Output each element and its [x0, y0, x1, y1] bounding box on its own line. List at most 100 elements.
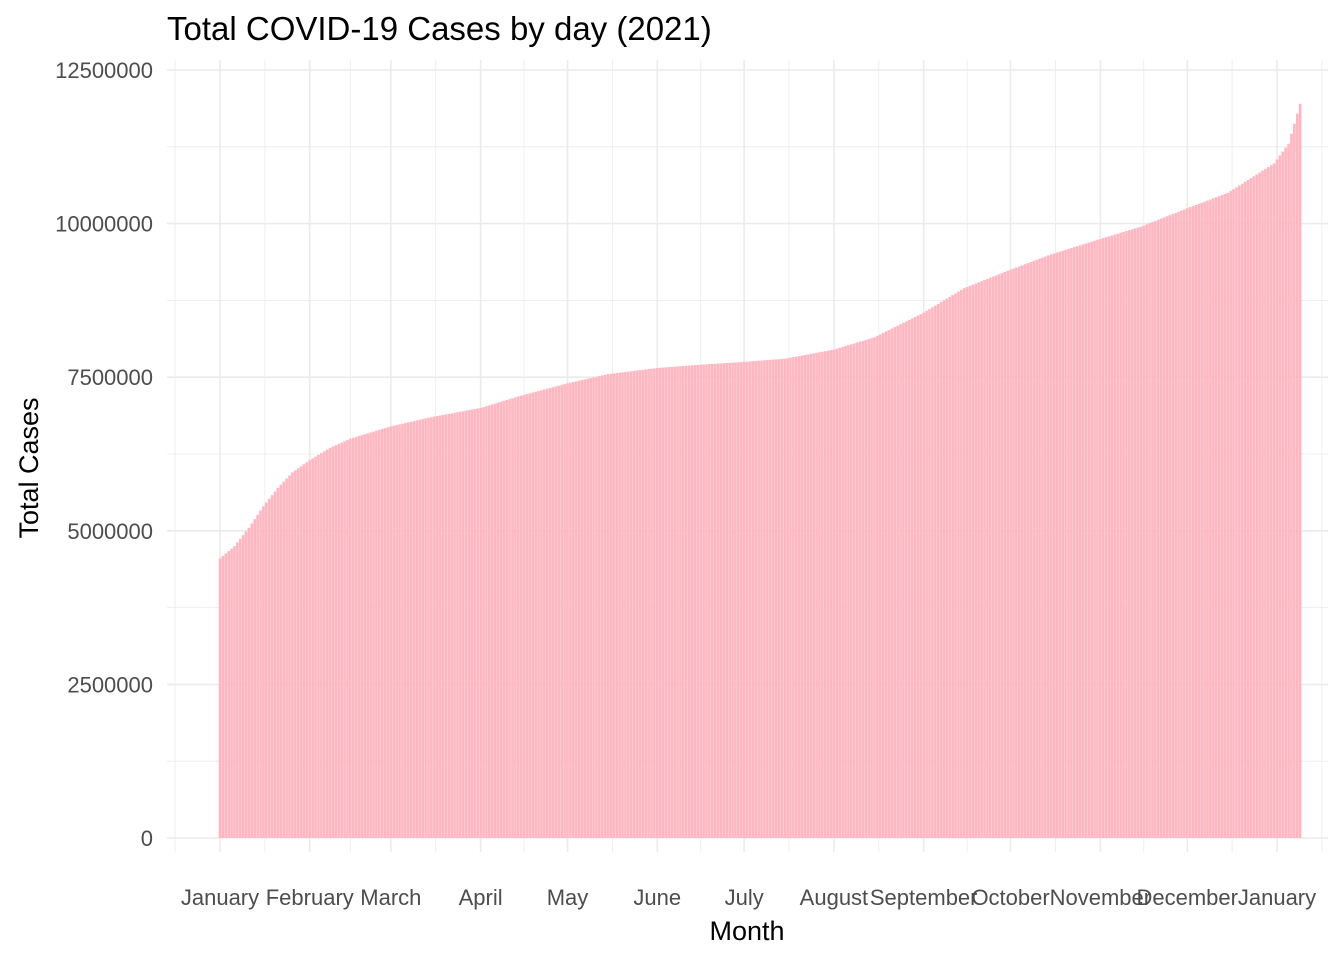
bar	[227, 551, 230, 838]
y-tick-label: 5000000	[67, 519, 153, 544]
bar	[244, 531, 248, 838]
bar	[989, 277, 992, 838]
bar	[684, 365, 688, 838]
bar	[1252, 176, 1256, 838]
bar	[1290, 133, 1293, 838]
bar	[899, 324, 902, 838]
bar	[1003, 271, 1007, 838]
bar	[598, 376, 601, 838]
bar	[855, 342, 859, 838]
bar	[627, 371, 630, 838]
bar	[247, 527, 251, 838]
bar	[250, 523, 254, 838]
bar	[441, 414, 445, 838]
x-tick-label: August	[800, 885, 869, 910]
bar	[1183, 209, 1186, 839]
bar	[343, 441, 346, 838]
bar	[818, 352, 821, 838]
bar	[760, 360, 763, 838]
bar	[1165, 216, 1169, 838]
bar	[902, 322, 905, 839]
bar	[372, 431, 375, 838]
bar	[554, 386, 558, 838]
bar	[986, 278, 989, 838]
bar	[265, 502, 268, 838]
bar	[320, 453, 323, 838]
bar	[366, 433, 369, 838]
bar	[705, 364, 708, 838]
bar	[1000, 273, 1004, 838]
x-tick-label: January	[181, 885, 259, 910]
bar	[1139, 226, 1143, 838]
bar	[349, 438, 352, 838]
bar	[476, 408, 480, 838]
x-tick-label: July	[725, 885, 764, 910]
bar	[1046, 255, 1050, 839]
bar	[1232, 189, 1235, 838]
bar	[1032, 260, 1036, 839]
bar	[792, 357, 795, 838]
bar	[600, 375, 604, 838]
bar	[311, 458, 314, 838]
x-axis-ticks: January February March April May June July Augu…	[181, 885, 1316, 910]
bar	[1281, 151, 1285, 839]
bar	[751, 361, 755, 838]
bar	[1206, 200, 1209, 838]
bar	[514, 397, 517, 838]
bar	[734, 362, 737, 838]
bar	[238, 538, 242, 838]
bar	[432, 416, 436, 838]
bar	[1159, 218, 1163, 838]
bar	[962, 288, 966, 838]
bar	[456, 412, 459, 838]
x-axis-title: Month	[709, 916, 784, 946]
x-tick-label: November	[1050, 885, 1151, 910]
bar	[1067, 248, 1070, 839]
bar	[945, 298, 949, 839]
bar	[545, 388, 549, 838]
bar	[919, 314, 923, 838]
bar	[482, 407, 485, 838]
bar	[777, 359, 781, 838]
bar	[467, 410, 471, 838]
bar	[997, 274, 1001, 839]
x-tick-label: December	[1136, 885, 1237, 910]
bar	[1130, 229, 1134, 838]
bar	[606, 374, 610, 838]
bar	[328, 447, 332, 838]
bar	[299, 466, 303, 838]
bar	[322, 451, 326, 838]
bar	[1171, 214, 1175, 838]
bar	[1214, 197, 1218, 839]
bar	[1015, 267, 1018, 838]
bar	[586, 378, 590, 838]
bar	[528, 393, 532, 838]
bar	[1249, 178, 1253, 838]
bar	[624, 371, 627, 838]
bar	[331, 446, 335, 838]
bar	[1093, 240, 1096, 838]
bar	[1058, 251, 1062, 839]
bar	[302, 464, 306, 838]
bar	[1156, 219, 1160, 838]
bar	[430, 417, 433, 838]
bar	[496, 402, 500, 838]
bar	[531, 392, 535, 838]
bar	[1035, 259, 1038, 838]
bar	[713, 363, 717, 838]
bar	[383, 428, 387, 838]
bar	[928, 309, 931, 839]
bar	[1064, 249, 1067, 838]
bar-series	[218, 103, 1302, 839]
x-tick-label: February	[266, 885, 354, 910]
bar	[270, 495, 274, 838]
bar	[638, 370, 642, 838]
bar	[1107, 236, 1111, 839]
bar	[1072, 247, 1076, 838]
bar	[615, 373, 619, 838]
bar	[386, 427, 390, 838]
bar	[696, 364, 700, 838]
bar	[1238, 185, 1241, 838]
bar	[421, 419, 425, 838]
bar	[1084, 243, 1088, 838]
